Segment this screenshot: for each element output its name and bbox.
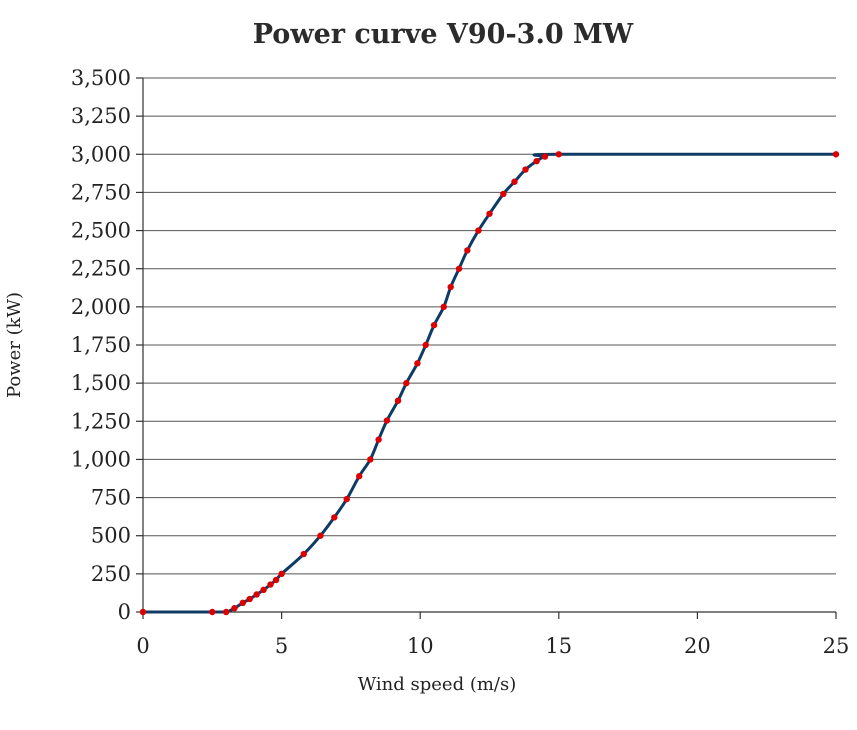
x-tick-label: 20 [684, 634, 711, 658]
data-point [464, 247, 471, 254]
data-point [475, 227, 482, 234]
data-point [533, 157, 540, 165]
y-tick-label: 0 [118, 600, 131, 624]
data-point [555, 151, 562, 158]
data-point [422, 341, 429, 349]
x-tick-label: 15 [545, 634, 572, 658]
data-point [260, 586, 267, 594]
data-point [139, 608, 147, 616]
data-point [356, 473, 363, 480]
y-tick-label: 250 [91, 562, 131, 586]
data-point [414, 360, 421, 367]
data-point [522, 166, 529, 173]
y-axis-ticks: 0 250 500 750 1,000 1,250 1,500 1,750 2,000 2,250… [71, 66, 143, 624]
data-point [500, 190, 507, 198]
chart-title: Power curve V90-3.0 MW [253, 19, 634, 50]
data-point [272, 576, 280, 584]
y-tick-label: 1,250 [71, 409, 131, 433]
data-point [486, 210, 493, 217]
data-point [209, 608, 216, 616]
data-point [440, 303, 447, 311]
data-point [383, 417, 391, 424]
y-axis-label: Power (kW) [4, 292, 25, 398]
data-point [394, 397, 402, 404]
y-tick-label: 1,000 [71, 447, 131, 471]
x-tick-label: 5 [275, 634, 288, 658]
data-point [455, 265, 463, 272]
data-point [331, 514, 338, 521]
data-point [278, 570, 285, 578]
data-point [239, 599, 246, 607]
y-tick-label: 2,250 [71, 257, 131, 281]
y-tick-label: 2,750 [71, 180, 131, 204]
data-point [300, 550, 307, 558]
y-tick-label: 1,500 [71, 371, 131, 395]
data-point [447, 283, 454, 291]
y-tick-label: 3,500 [71, 66, 131, 90]
data-point [343, 495, 350, 503]
y-tick-label: 1,750 [71, 333, 131, 357]
data-point [511, 178, 518, 185]
y-tick-label: 500 [91, 524, 131, 548]
data-point [317, 532, 324, 539]
data-point [541, 153, 549, 160]
x-tick-label: 0 [136, 634, 149, 658]
data-point [375, 436, 382, 443]
data-point [832, 151, 840, 158]
data-point [430, 321, 438, 329]
y-tick-label: 750 [91, 486, 131, 510]
x-tick-label: 25 [823, 634, 850, 658]
x-tick-label: 10 [407, 634, 434, 658]
x-axis-label: Wind speed (m/s) [358, 674, 517, 695]
y-tick-label: 3,000 [71, 142, 131, 166]
data-point [267, 581, 274, 588]
data-point [253, 591, 260, 598]
data-point [403, 379, 410, 387]
data-point [222, 608, 230, 616]
data-point [231, 604, 238, 612]
y-tick-label: 3,250 [71, 104, 131, 128]
gridlines [143, 77, 836, 575]
y-tick-label: 2,000 [71, 295, 131, 319]
x-axis-ticks: 0 5 10 15 20 25 [136, 612, 849, 658]
series-layer [139, 151, 840, 616]
y-tick-label: 2,500 [71, 219, 131, 243]
data-point [246, 595, 253, 603]
data-point [367, 456, 374, 463]
